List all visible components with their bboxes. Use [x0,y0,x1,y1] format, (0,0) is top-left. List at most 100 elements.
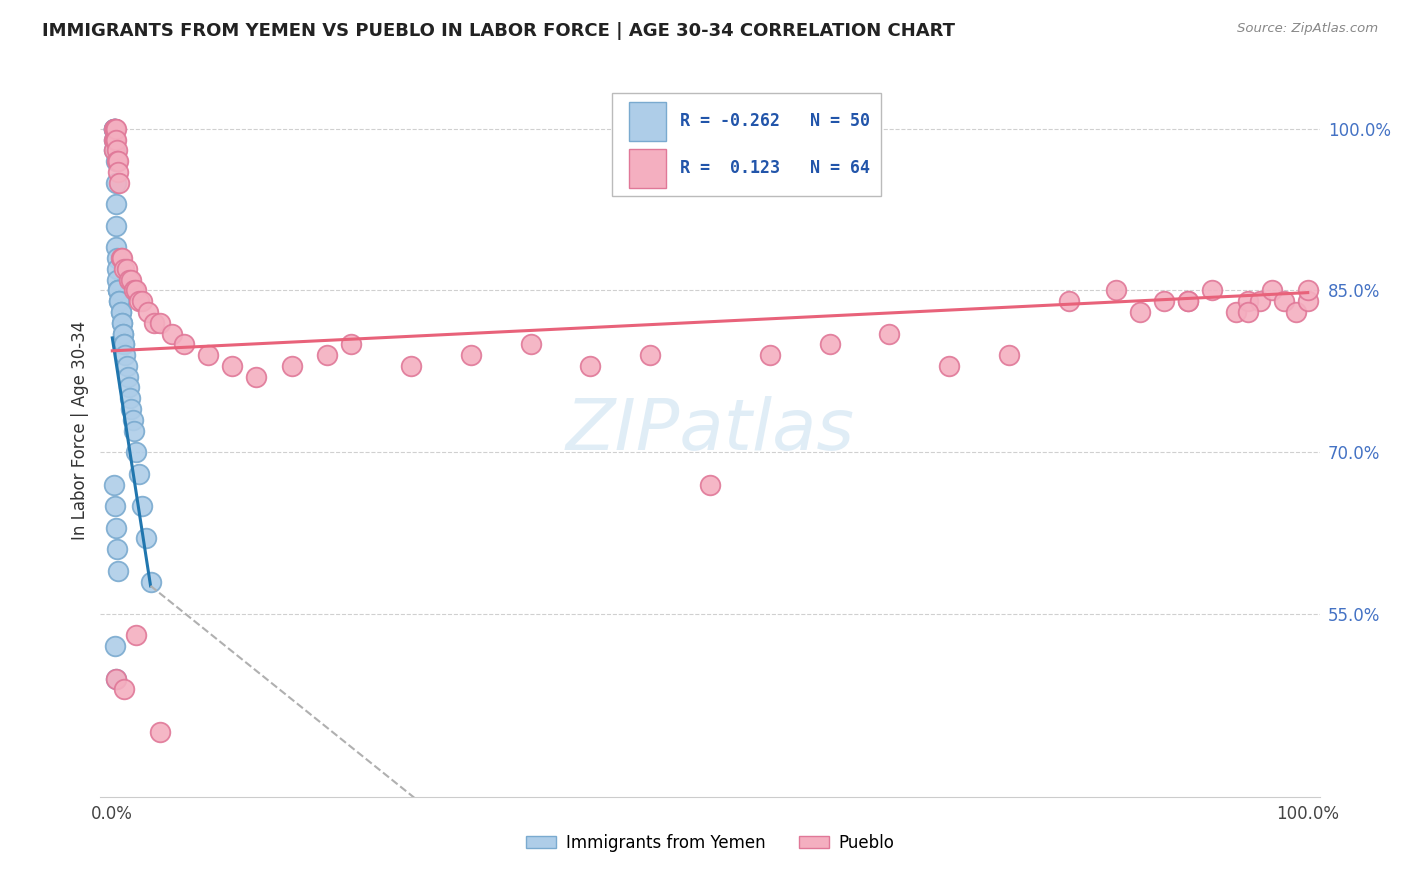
Point [111,316,134,330]
Point [104,121,127,136]
Point [110,305,132,319]
Point [104,176,127,190]
Point [340,337,363,351]
Point [173,337,195,351]
Point [131,499,153,513]
Point [1225,305,1247,319]
Point [118,273,141,287]
Point [112,326,135,341]
Point [938,359,960,373]
Point [115,359,138,373]
Point [638,348,661,362]
Point [1129,305,1152,319]
Point [104,499,127,513]
Point [519,337,541,351]
Point [111,251,134,265]
Point [1285,305,1308,319]
Point [108,294,131,309]
Point [107,284,129,298]
Point [115,261,138,276]
Point [699,477,721,491]
Point [108,294,131,309]
Y-axis label: In Labor Force | Age 30-34: In Labor Force | Age 30-34 [72,321,89,541]
Point [143,316,166,330]
Legend: Immigrants from Yemen, Pueblo: Immigrants from Yemen, Pueblo [519,827,901,858]
Point [1261,284,1284,298]
Point [104,121,127,136]
Point [197,348,219,362]
Point [117,369,139,384]
Point [112,326,135,341]
Point [114,348,136,362]
Point [111,316,134,330]
Point [107,284,129,298]
Point [104,132,127,146]
Point [108,176,131,190]
Point [118,380,141,394]
Point [110,251,132,265]
Point [460,348,482,362]
Point [131,294,153,309]
Point [112,337,135,351]
Point [112,682,135,697]
Point [125,628,148,642]
Point [104,672,127,686]
Point [280,359,302,373]
Point [120,273,142,287]
Point [107,165,129,179]
Point [104,154,127,169]
Point [1296,284,1319,298]
Point [136,305,159,319]
Point [105,273,128,287]
Point [103,121,125,136]
Point [120,391,142,405]
Point [1177,294,1199,309]
Point [103,121,125,136]
Point [105,261,128,276]
Point [112,337,135,351]
Point [107,564,129,578]
Point [1057,294,1080,309]
Point [128,467,150,481]
Point [104,521,127,535]
Text: Source: ZipAtlas.com: Source: ZipAtlas.com [1237,22,1378,36]
Point [104,240,127,254]
Point [1237,294,1260,309]
Point [245,369,267,384]
Point [105,251,128,265]
Point [128,294,150,309]
Point [107,284,129,298]
Text: ZIPatlas: ZIPatlas [565,396,855,465]
Text: IMMIGRANTS FROM YEMEN VS PUEBLO IN LABOR FORCE | AGE 30-34 CORRELATION CHART: IMMIGRANTS FROM YEMEN VS PUEBLO IN LABOR… [42,22,955,40]
Point [103,477,125,491]
Point [104,121,127,136]
Point [1177,294,1199,309]
Point [103,132,125,146]
Point [879,326,901,341]
Point [103,121,125,136]
Point [122,284,145,298]
Point [149,316,172,330]
Point [1105,284,1128,298]
Point [579,359,602,373]
Point [1153,294,1175,309]
Point [1201,284,1223,298]
Point [316,348,339,362]
Point [105,542,128,557]
Point [103,121,125,136]
Point [121,413,143,427]
Point [1296,294,1319,309]
Point [105,144,128,158]
Point [104,197,127,211]
Point [122,424,145,438]
Point [149,725,172,739]
Point [998,348,1021,362]
Point [139,574,162,589]
Point [104,672,127,686]
Text: R = -0.262   N = 50: R = -0.262 N = 50 [679,112,869,130]
Point [399,359,422,373]
Point [105,154,128,169]
Point [104,132,127,146]
Point [104,121,127,136]
Point [104,144,127,158]
